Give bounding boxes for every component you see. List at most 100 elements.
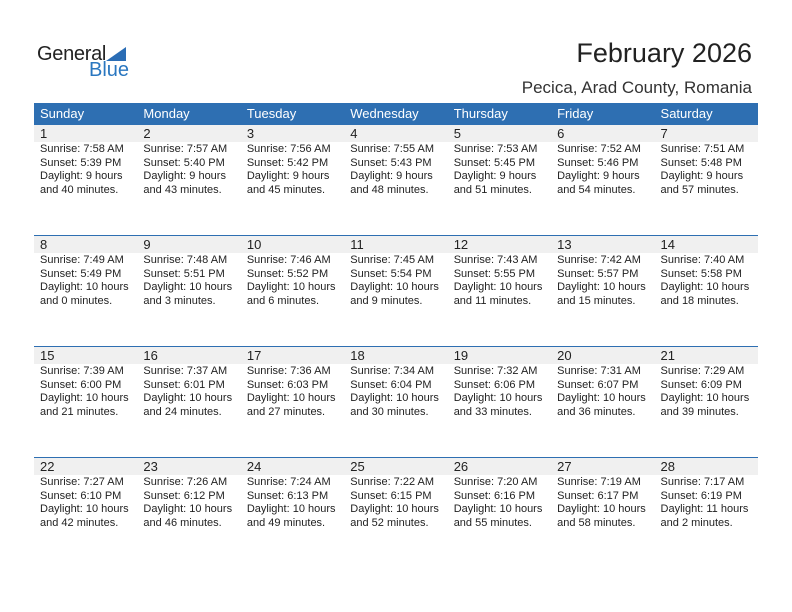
weekday-tuesday: Tuesday (246, 106, 297, 121)
sunset-text: Sunset: 5:58 PM (660, 267, 742, 280)
daylight-minutes-text: and 45 minutes. (246, 183, 326, 196)
day-cell: Sunrise: 7:27 AM Sunset: 6:10 PM Daylight:… (34, 475, 137, 530)
daylight-text: Daylight: 10 hours (246, 392, 336, 404)
week-row: 1 2 3 4 5 6 7 Sunrise: 7:58 AM Sunset: 5:39 PM Da… (34, 125, 758, 235)
daylight-text: Daylight: 10 hours (40, 281, 129, 293)
day-cell: Sunrise: 7:20 AM Sunset: 6:16 PM Daylight:… (448, 475, 551, 530)
sunset-text: Sunset: 5:40 PM (143, 156, 225, 169)
daylight-minutes-text: and 18 minutes. (660, 294, 739, 307)
sunset-text: Sunset: 6:03 PM (246, 378, 329, 391)
page-title: February 2026 (576, 38, 752, 68)
weekday-wednesday: Wednesday (350, 106, 419, 121)
day-cell: Sunrise: 7:34 AM Sunset: 6:04 PM Daylight:… (344, 364, 447, 419)
daylight-text: Daylight: 10 hours (350, 503, 439, 515)
daylight-minutes-text: and 11 minutes. (453, 294, 532, 307)
day-cell: Sunrise: 7:42 AM Sunset: 5:57 PM Daylight:… (551, 253, 654, 308)
daylight-text: Daylight: 10 hours (143, 503, 233, 515)
weekday-thursday: Thursday (453, 106, 508, 121)
sunrise-text: Sunrise: 7:39 AM (40, 365, 124, 377)
sunrise-text: Sunrise: 7:29 AM (660, 365, 745, 377)
daylight-text: Daylight: 9 hours (246, 170, 330, 182)
day-cell: Sunrise: 7:49 AM Sunset: 5:49 PM Daylight:… (34, 253, 137, 308)
daylight-text: Daylight: 9 hours (660, 170, 744, 182)
daylight-minutes-text: and 48 minutes. (350, 183, 429, 196)
daylight-minutes-text: and 49 minutes. (246, 516, 326, 529)
daylight-minutes-text: and 27 minutes. (246, 405, 326, 418)
day-number: 17 (246, 348, 262, 363)
day-number: 20 (557, 348, 572, 363)
daylight-text: Daylight: 10 hours (350, 281, 439, 293)
daylight-minutes-text: and 54 minutes. (557, 183, 636, 196)
sunset-text: Sunset: 6:15 PM (350, 489, 432, 502)
sunrise-text: Sunrise: 7:58 AM (40, 143, 124, 155)
logo: General Blue (37, 43, 132, 83)
day-number: 10 (246, 237, 262, 252)
daylight-text: Daylight: 10 hours (557, 392, 646, 404)
day-number: 16 (143, 348, 158, 363)
sunset-text: Sunset: 6:16 PM (453, 489, 536, 502)
weekday-friday: Friday (557, 106, 594, 121)
sunset-text: Sunset: 5:45 PM (453, 156, 536, 169)
daylight-minutes-text: and 2 minutes. (660, 516, 733, 529)
sunrise-text: Sunrise: 7:31 AM (557, 365, 641, 377)
date-band: 1 2 3 4 5 6 7 (34, 125, 758, 142)
sunrise-text: Sunrise: 7:48 AM (143, 254, 228, 266)
sunrise-text: Sunrise: 7:37 AM (143, 365, 228, 377)
daylight-text: Daylight: 9 hours (143, 170, 226, 182)
sunrise-text: Sunrise: 7:24 AM (246, 476, 331, 488)
sunset-text: Sunset: 5:55 PM (453, 267, 536, 280)
daylight-text: Daylight: 10 hours (660, 281, 750, 293)
day-cell: Sunrise: 7:22 AM Sunset: 6:15 PM Daylight:… (344, 475, 447, 530)
sunset-text: Sunset: 5:46 PM (557, 156, 639, 169)
sunset-text: Sunset: 6:10 PM (40, 489, 122, 502)
daylight-minutes-text: and 43 minutes. (143, 183, 222, 196)
sunrise-text: Sunrise: 7:45 AM (350, 254, 435, 266)
sunrise-text: Sunrise: 7:26 AM (143, 476, 228, 488)
day-cell: Sunrise: 7:57 AM Sunset: 5:40 PM Daylight:… (137, 142, 240, 197)
daylight-minutes-text: and 0 minutes. (40, 294, 113, 307)
sunset-text: Sunset: 6:04 PM (350, 378, 432, 391)
daylight-text: Daylight: 10 hours (246, 281, 336, 293)
sunrise-text: Sunrise: 7:34 AM (350, 365, 435, 377)
daylight-minutes-text: and 55 minutes. (453, 516, 532, 529)
daylight-text: Daylight: 10 hours (40, 503, 129, 515)
date-band: 15 16 17 18 19 20 21 (34, 347, 758, 364)
sunrise-text: Sunrise: 7:32 AM (453, 365, 538, 377)
sunrise-text: Sunrise: 7:20 AM (453, 476, 538, 488)
day-number: 13 (557, 237, 572, 252)
sunset-text: Sunset: 5:49 PM (40, 267, 122, 280)
day-cell: Sunrise: 7:37 AM Sunset: 6:01 PM Daylight:… (137, 364, 240, 419)
calendar: Sunday Monday Tuesday Wednesday Thursday Frid… (34, 103, 758, 568)
day-number: 4 (350, 126, 358, 141)
day-cell: Sunrise: 7:53 AM Sunset: 5:45 PM Daylight:… (448, 142, 551, 197)
sunrise-text: Sunrise: 7:55 AM (350, 143, 435, 155)
day-cell: Sunrise: 7:36 AM Sunset: 6:03 PM Daylight:… (241, 364, 344, 419)
daylight-minutes-text: and 40 minutes. (40, 183, 119, 196)
sunrise-text: Sunrise: 7:52 AM (557, 143, 641, 155)
day-cell: Sunrise: 7:51 AM Sunset: 5:48 PM Daylight:… (655, 142, 758, 197)
sunset-text: Sunset: 5:48 PM (660, 156, 742, 169)
day-cell: Sunrise: 7:45 AM Sunset: 5:54 PM Daylight:… (344, 253, 447, 308)
sunset-text: Sunset: 5:54 PM (350, 267, 432, 280)
logo-triangle-icon (106, 47, 126, 61)
sunset-text: Sunset: 6:13 PM (246, 489, 329, 502)
day-info-row: Sunrise: 7:39 AM Sunset: 6:00 PM Daylight:… (34, 364, 758, 419)
weekday-monday: Monday (143, 106, 190, 121)
daylight-minutes-text: and 57 minutes. (660, 183, 739, 196)
sunrise-text: Sunrise: 7:51 AM (660, 143, 745, 155)
daylight-minutes-text: and 36 minutes. (557, 405, 636, 418)
sunset-text: Sunset: 6:01 PM (143, 378, 225, 391)
day-cell: Sunrise: 7:26 AM Sunset: 6:12 PM Daylight:… (137, 475, 240, 530)
daylight-text: Daylight: 10 hours (453, 392, 543, 404)
sunset-text: Sunset: 6:09 PM (660, 378, 742, 391)
daylight-text: Daylight: 10 hours (557, 281, 646, 293)
daylight-minutes-text: and 21 minutes. (40, 405, 119, 418)
sunrise-text: Sunrise: 7:17 AM (660, 476, 745, 488)
logo-text-general: General (37, 43, 107, 65)
week-row: 22 23 24 25 26 27 28 Sunrise: 7:27 AM Sunset: 6:… (34, 457, 758, 568)
sunset-text: Sunset: 6:07 PM (557, 378, 639, 391)
sunrise-text: Sunrise: 7:22 AM (350, 476, 435, 488)
date-band: 22 23 24 25 26 27 28 (34, 458, 758, 475)
day-info-row: Sunrise: 7:27 AM Sunset: 6:10 PM Daylight:… (34, 475, 758, 530)
day-cell: Sunrise: 7:17 AM Sunset: 6:19 PM Daylight:… (655, 475, 758, 530)
